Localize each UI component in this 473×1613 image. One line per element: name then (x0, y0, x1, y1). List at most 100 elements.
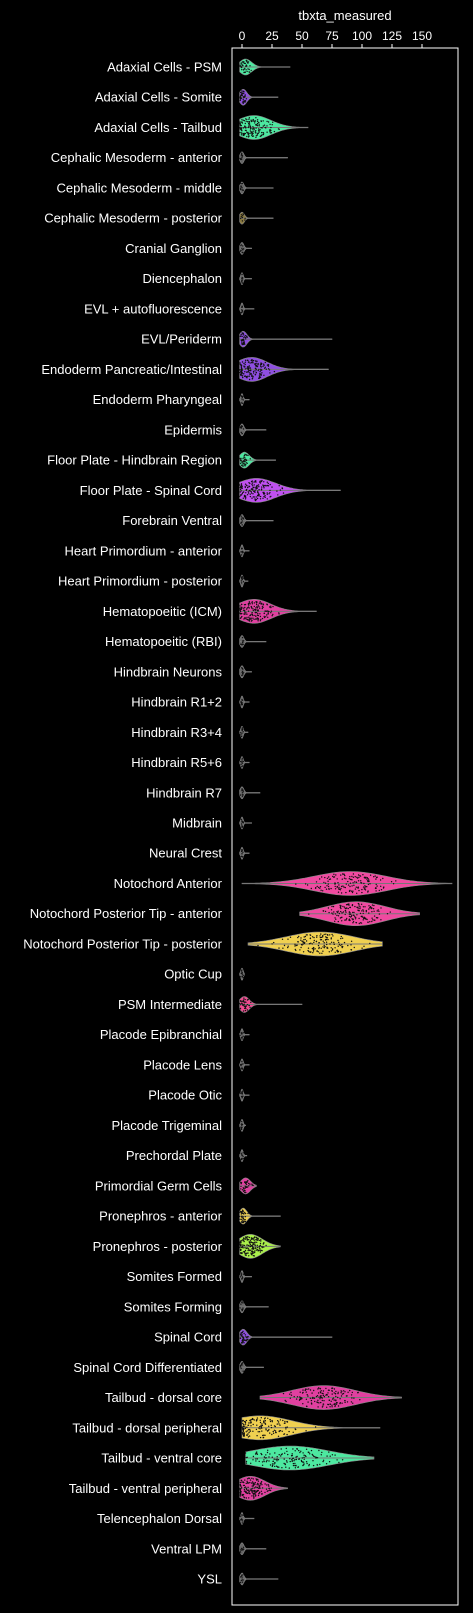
violin-point (239, 1210, 242, 1213)
violin (239, 242, 252, 255)
violin-point (328, 1461, 331, 1463)
violin-point (253, 1491, 256, 1493)
violin-point (395, 880, 397, 882)
violin-point (271, 1433, 273, 1436)
violin (239, 967, 245, 981)
violin-point (336, 1402, 338, 1404)
violin-point (339, 944, 341, 947)
violin-point (240, 333, 242, 336)
violin-point (266, 120, 268, 123)
violin-point (252, 1492, 254, 1495)
violin-point (259, 607, 261, 609)
violin-point (377, 909, 379, 911)
violin-point (253, 486, 255, 489)
y-tick-label: Primordial Germ Cells (95, 1178, 223, 1193)
violin-point (363, 877, 366, 879)
violin-point (353, 1397, 355, 1399)
violin-point (251, 482, 254, 484)
violin-point (267, 121, 270, 123)
violin-point (241, 821, 243, 823)
violin-point (246, 494, 249, 496)
violin-point (240, 134, 243, 136)
violin-point (239, 1495, 241, 1497)
violin-point (239, 1493, 241, 1495)
violin-point (246, 1181, 248, 1183)
violin-point (241, 282, 243, 284)
violin-point (320, 1390, 322, 1392)
violin-point (330, 909, 333, 911)
violin-point (323, 942, 325, 944)
violin-point (256, 1458, 259, 1460)
violin-point (278, 1430, 280, 1433)
violin-point (306, 1388, 308, 1391)
violin-point (248, 1497, 250, 1499)
violin-point (251, 133, 254, 135)
violin-point (256, 614, 258, 616)
violin-point (250, 1425, 252, 1427)
violin-point (249, 130, 251, 132)
violin-point (336, 885, 338, 888)
violin-point (292, 1431, 294, 1434)
violin-point (246, 377, 248, 379)
violin-point (248, 378, 251, 381)
violin-point (243, 1250, 246, 1253)
violin-point (324, 886, 326, 889)
violin-point (262, 133, 265, 136)
x-tick-label: 0 (239, 29, 246, 43)
violin-point (342, 1392, 345, 1395)
violin-point (252, 1246, 254, 1248)
violin-point (330, 941, 333, 943)
violin-point (268, 1485, 270, 1487)
violin-point (301, 1398, 303, 1400)
violin-point (239, 126, 241, 129)
violin-point (269, 1432, 271, 1434)
violin-point (250, 617, 252, 619)
violin-point (322, 890, 324, 892)
violin-point (244, 998, 246, 1001)
violin-point (254, 370, 256, 372)
violin-point (243, 1244, 246, 1247)
violin-point (362, 910, 365, 912)
violin-point (257, 944, 259, 947)
violin-point (289, 1393, 291, 1395)
violin-point (300, 943, 303, 946)
violin-point (243, 464, 245, 466)
violin-point (247, 610, 250, 612)
violin-point (260, 1424, 262, 1427)
violin-point (248, 1422, 250, 1424)
violin-point (334, 1393, 337, 1395)
violin-point (247, 1180, 249, 1182)
violin-point (337, 915, 340, 917)
violin-point (263, 1421, 265, 1423)
violin-point (365, 909, 367, 912)
violin-point (241, 575, 243, 578)
violin-point (242, 674, 244, 676)
violin-point (259, 615, 262, 618)
y-tick-label: Pronephros - posterior (93, 1239, 223, 1254)
violin-point (347, 907, 349, 910)
violin-point (334, 1405, 336, 1408)
violin-point (244, 219, 246, 221)
violin (239, 1300, 269, 1314)
violin-point (277, 1459, 280, 1461)
violin-point (244, 1212, 247, 1215)
violin (241, 871, 453, 896)
y-tick-label: Floor Plate - Spinal Cord (80, 483, 222, 498)
violin-point (277, 494, 279, 496)
violin-point (258, 486, 260, 488)
violin-point (305, 934, 308, 936)
violin-point (242, 1247, 244, 1249)
violin-point (241, 524, 243, 526)
violin-point (239, 1484, 241, 1486)
violin-point (240, 93, 243, 95)
violin-point (309, 1397, 312, 1400)
violin-point (240, 700, 242, 703)
violin-point (338, 941, 340, 944)
violin-point (276, 1456, 278, 1458)
violin-point (244, 1427, 246, 1429)
violin-point (245, 618, 247, 620)
violin-point (362, 874, 364, 876)
violin-point (240, 554, 243, 556)
violin-point (271, 486, 273, 488)
violin (238, 1234, 281, 1259)
